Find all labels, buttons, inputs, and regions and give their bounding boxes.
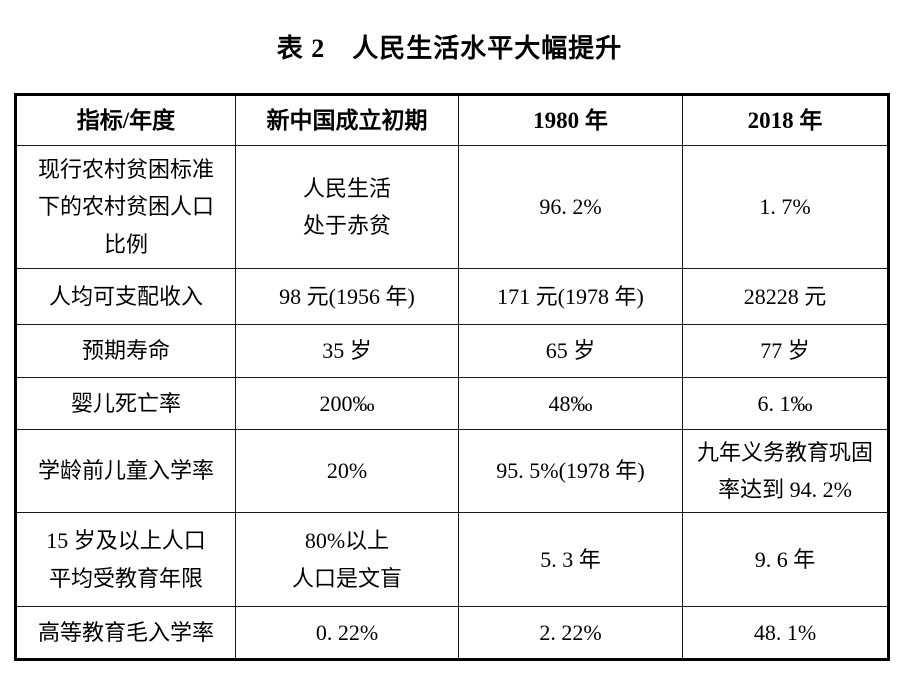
table-row-disposable-income: 人均可支配收入 98 元(1956 年) 171 元(1978 年) 28228… [15,268,889,325]
cell-1980: 171 元(1978 年) [458,268,683,325]
cell-early-prc: 98 元(1956 年) [235,268,459,325]
header-cell-1980: 1980 年 [458,94,683,146]
cell-early-prc: 人民生活 处于赤贫 [235,145,459,269]
cell-indicator: 学龄前儿童入学率 [15,429,236,513]
cell-indicator: 高等教育毛入学率 [15,606,236,660]
table-header-row: 指标/年度 新中国成立初期 1980 年 2018 年 [15,94,889,146]
table-title: 表 2 人民生活水平大幅提升 [276,34,623,63]
cell-early-prc: 200‰ [235,377,459,430]
header-cell-early-prc: 新中国成立初期 [235,94,459,146]
cell-early-prc: 80%以上 人口是文盲 [235,512,459,607]
table-row-infant-mortality: 婴儿死亡率 200‰ 48‰ 6. 1‰ [15,377,889,430]
header-cell-2018: 2018 年 [682,94,889,146]
cell-early-prc: 20% [235,429,459,513]
cell-2018: 九年义务教育巩固 率达到 94. 2% [682,429,889,513]
cell-2018: 28228 元 [682,268,889,325]
cell-1980: 5. 3 年 [458,512,683,607]
cell-2018: 9. 6 年 [682,512,889,607]
cell-indicator: 预期寿命 [15,324,236,378]
cell-indicator: 人均可支配收入 [15,268,236,325]
cell-early-prc: 0. 22% [235,606,459,660]
table-row-years-of-schooling: 15 岁及以上人口 平均受教育年限 80%以上 人口是文盲 5. 3 年 9. … [15,512,889,607]
cell-1980: 96. 2% [458,145,683,269]
cell-2018: 48. 1% [682,606,889,660]
cell-indicator: 现行农村贫困标准 下的农村贫困人口 比例 [15,145,236,269]
cell-2018: 1. 7% [682,145,889,269]
cell-1980: 65 岁 [458,324,683,378]
living-standards-table: 指标/年度 新中国成立初期 1980 年 2018 年 现行农村贫困标准 下的农… [14,93,890,661]
cell-1980: 95. 5%(1978 年) [458,429,683,513]
cell-early-prc: 35 岁 [235,324,459,378]
cell-2018: 77 岁 [682,324,889,378]
table-row-poverty-ratio: 现行农村贫困标准 下的农村贫困人口 比例 人民生活 处于赤贫 96. 2% 1.… [15,145,889,269]
cell-indicator: 15 岁及以上人口 平均受教育年限 [15,512,236,607]
cell-1980: 48‰ [458,377,683,430]
table-row-higher-education: 高等教育毛入学率 0. 22% 2. 22% 48. 1% [15,606,889,660]
cell-2018: 6. 1‰ [682,377,889,430]
cell-1980: 2. 22% [458,606,683,660]
header-cell-indicator: 指标/年度 [15,94,236,146]
table-row-preschool-enrollment: 学龄前儿童入学率 20% 95. 5%(1978 年) 九年义务教育巩固 率达到… [15,429,889,513]
table-row-life-expectancy: 预期寿命 35 岁 65 岁 77 岁 [15,324,889,378]
cell-indicator: 婴儿死亡率 [15,377,236,430]
